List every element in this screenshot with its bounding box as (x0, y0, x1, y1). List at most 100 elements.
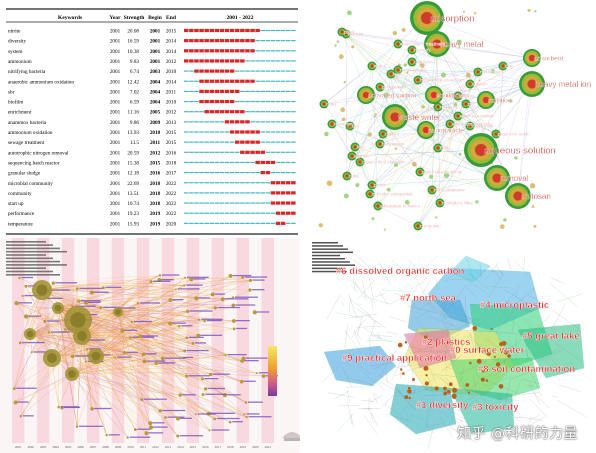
timezone-link (117, 311, 180, 327)
timeline-segment (229, 202, 235, 204)
timezone-link (41, 289, 187, 377)
row-keyword: ammonium (8, 59, 32, 65)
timezone-minor-label (193, 278, 206, 280)
network-link (431, 43, 438, 191)
cluster-node (452, 396, 456, 400)
burst-segment (229, 110, 235, 114)
timezone-minor-label (183, 356, 194, 359)
cluster-metadata-lines (312, 242, 355, 273)
cluster-node (443, 391, 447, 396)
timeline-segment (184, 90, 189, 92)
network-minor-node (336, 40, 340, 43)
network-minor-node (383, 92, 389, 98)
timeline-segment (199, 121, 204, 123)
metadata-line (312, 248, 348, 250)
timeline-segment (189, 80, 194, 82)
timezone-link (71, 368, 257, 375)
timeline-segment (219, 141, 225, 143)
cluster-links (321, 246, 586, 451)
timeline-segment (184, 111, 189, 113)
burst-segment (235, 59, 240, 63)
timezone-link (51, 357, 210, 431)
timezone-minor-label (162, 409, 186, 412)
timezone-minor-label (74, 305, 96, 307)
timeline-segment (189, 151, 194, 153)
timeline-segment (184, 151, 189, 153)
table-row: sbr 2001 7.02 2004 2011 (8, 89, 296, 95)
cluster-link (370, 394, 383, 403)
metadata-line (312, 261, 350, 263)
row-end: 2012 (166, 110, 177, 116)
timezone-minor-node (228, 420, 232, 424)
burst-segment (194, 39, 199, 43)
cluster-node (447, 341, 450, 345)
row-begin: 2005 (150, 110, 161, 116)
timeline-segment (219, 212, 225, 214)
timezone-minor-node (244, 401, 248, 404)
node-core (456, 114, 460, 118)
burst-segment (245, 39, 250, 43)
timezone-minor-node (148, 421, 153, 426)
timezone-minor-label (214, 293, 225, 295)
timezone-hub-core (36, 284, 48, 296)
cluster-link (438, 411, 460, 424)
burst-segment (214, 39, 220, 43)
timezone-minor-node (228, 274, 233, 278)
network-node (355, 157, 365, 167)
timezone-minor-label (93, 291, 109, 293)
cluster-link (514, 260, 537, 284)
timeline-segment (291, 70, 296, 72)
timezone-link (81, 285, 185, 337)
burst-segment (291, 191, 296, 195)
row-year: 2001 (110, 221, 121, 227)
network-link (394, 116, 498, 179)
network-label: adsorption behavior (380, 204, 421, 209)
timeline-segment (280, 151, 286, 153)
cluster-link (373, 358, 398, 369)
timezone-link (95, 351, 244, 359)
cluster-region (449, 255, 491, 283)
timeline-segment (219, 172, 225, 174)
cluster-link (525, 339, 529, 360)
timezone-link (81, 335, 225, 396)
cluster-node (503, 350, 508, 355)
header-begin: Begin (148, 15, 163, 21)
timezone-link (95, 355, 161, 412)
cluster-link (462, 385, 487, 396)
node-core (430, 188, 434, 192)
row-keyword: sequencing batch reactor (8, 160, 60, 166)
row-end: 2010 (166, 69, 177, 75)
cluster-link (371, 334, 393, 337)
cluster-link (386, 331, 399, 335)
burst-segment (189, 49, 194, 53)
node-core (468, 124, 472, 128)
metadata-line (6, 257, 53, 260)
row-keyword: granular sludge (8, 171, 41, 177)
timeline-segment (275, 90, 281, 92)
network-minor-node (435, 216, 438, 219)
burst-segment (199, 39, 204, 43)
cluster-node (434, 386, 439, 391)
timeline-segment (214, 212, 220, 214)
table-row: ammonium 2001 9.83 2001 2012 (8, 59, 296, 65)
timeline-segment (240, 70, 245, 72)
timeline-segment (199, 202, 204, 204)
burst-rows: nitrite 2001 20.08 2001 2015 diversity 2001 16.… (8, 29, 296, 227)
timeline-segment (275, 121, 281, 123)
row-keyword: anaerobic ammonium oxidation (8, 79, 74, 85)
cluster-link (426, 374, 435, 397)
network-minor-node (533, 224, 537, 228)
timeline-segment (270, 60, 276, 62)
timeline-segment (280, 70, 286, 72)
cluster-link (327, 392, 355, 398)
row-keyword: nitrite (8, 29, 21, 35)
timeline-segment (260, 40, 265, 42)
timezone-stripe (211, 238, 225, 443)
burst-segment (209, 110, 214, 114)
timezone-minor-label (102, 306, 121, 308)
node-core (396, 42, 400, 46)
timeline-segment (235, 182, 240, 184)
cluster-link (498, 331, 524, 335)
timeline-segment (184, 222, 189, 224)
node-core (432, 39, 442, 49)
